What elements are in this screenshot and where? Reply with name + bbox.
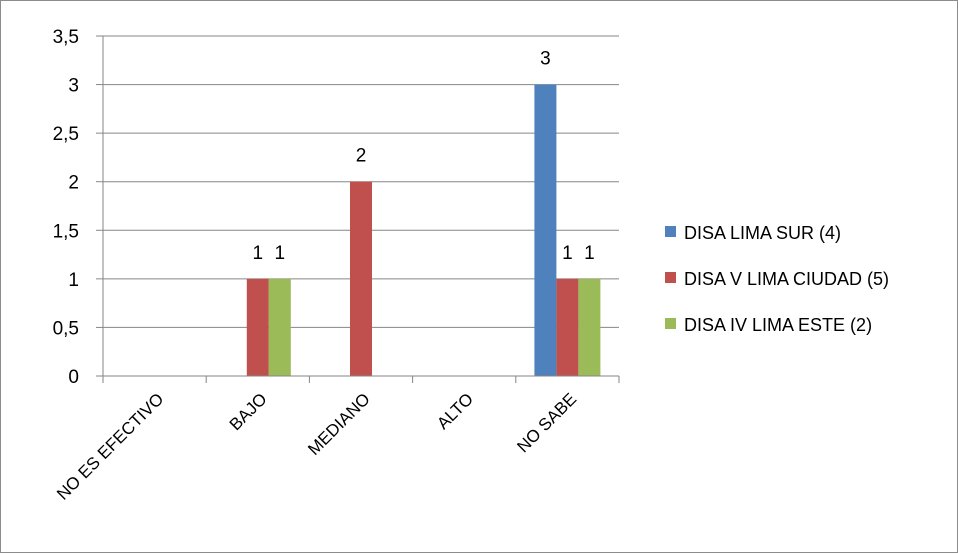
- legend-label: DISA LIMA SUR (4): [684, 223, 841, 243]
- y-tick-label: 2,5: [53, 124, 79, 145]
- y-tick-label: 1,5: [53, 221, 79, 242]
- x-category-label: ALTO: [433, 389, 477, 433]
- data-label: 3: [540, 49, 551, 70]
- y-tick-label: 1: [68, 270, 79, 291]
- legend-swatch: [665, 272, 676, 283]
- bar: [246, 278, 269, 376]
- data-label: 1: [584, 243, 595, 264]
- y-tick-label: 3: [68, 76, 79, 97]
- legend-label: DISA V LIMA CIUDAD (5): [684, 269, 889, 289]
- legend-swatch: [665, 226, 676, 237]
- legend: DISA LIMA SUR (4) DISA V LIMA CIUDAD (5) D…: [665, 223, 889, 335]
- bar: [578, 278, 601, 376]
- legend-swatch: [665, 318, 676, 329]
- x-category-label: MEDIANO: [304, 389, 374, 459]
- bar: [534, 84, 557, 377]
- data-label: 2: [356, 146, 367, 167]
- bar: [350, 181, 372, 376]
- bar: [268, 278, 291, 376]
- x-category-label: BAJO: [226, 389, 271, 434]
- data-label: 1: [562, 243, 573, 264]
- axes: [96, 35, 620, 383]
- y-tick-label: 3,5: [53, 27, 79, 48]
- bars: [246, 84, 601, 377]
- y-tick-label: 2: [68, 173, 79, 194]
- data-label: 1: [275, 243, 286, 264]
- legend-label: DISA IV LIMA ESTE (2): [684, 315, 872, 335]
- x-category-label: NO SABE: [513, 389, 580, 456]
- bar: [556, 278, 579, 376]
- data-label: 1: [253, 243, 264, 264]
- x-category-label: NO ES EFECTIVO: [53, 389, 167, 503]
- y-tick-label: 0,5: [53, 318, 79, 339]
- y-tick-label: 0: [68, 367, 79, 388]
